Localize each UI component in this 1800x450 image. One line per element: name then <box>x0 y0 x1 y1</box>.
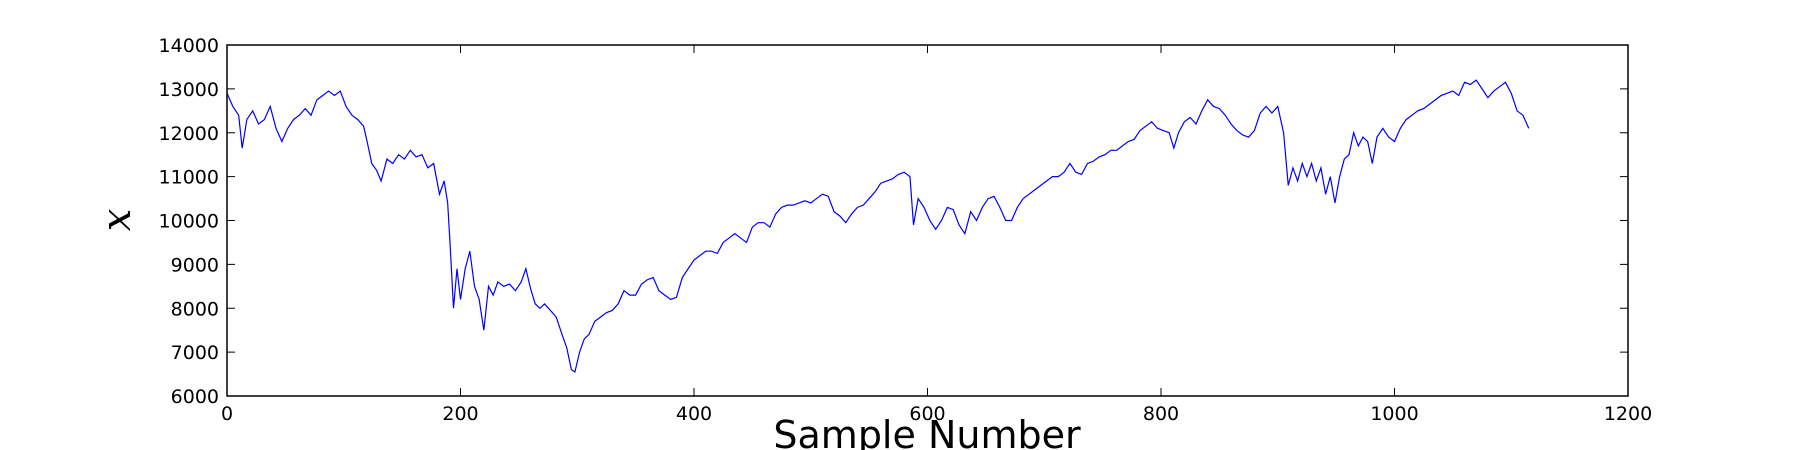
x-tick-label: 0 <box>221 403 233 425</box>
x-tick-label: 1000 <box>1370 403 1418 425</box>
y-tick-label: 11000 <box>159 167 219 189</box>
x-tick-label: 600 <box>909 403 945 425</box>
y-tick-label: 6000 <box>171 386 219 408</box>
x-tick-label: 1200 <box>1604 403 1652 425</box>
y-tick-label: 14000 <box>159 35 219 57</box>
y-tick-label: 13000 <box>159 79 219 101</box>
y-tick-label: 12000 <box>159 123 219 145</box>
y-axis-label: x <box>94 209 140 232</box>
plot-frame <box>226 44 1629 397</box>
y-tick-label: 9000 <box>171 254 219 276</box>
data-line <box>226 79 1530 373</box>
x-tick-label: 200 <box>442 403 478 425</box>
x-tick-label: 800 <box>1143 403 1179 425</box>
y-tick-label: 7000 <box>171 342 219 364</box>
y-tick-label: 8000 <box>171 298 219 320</box>
x-axis-label: Sample Number <box>773 413 1081 450</box>
x-tick-label: 400 <box>676 403 712 425</box>
y-tick-label: 10000 <box>159 211 219 233</box>
